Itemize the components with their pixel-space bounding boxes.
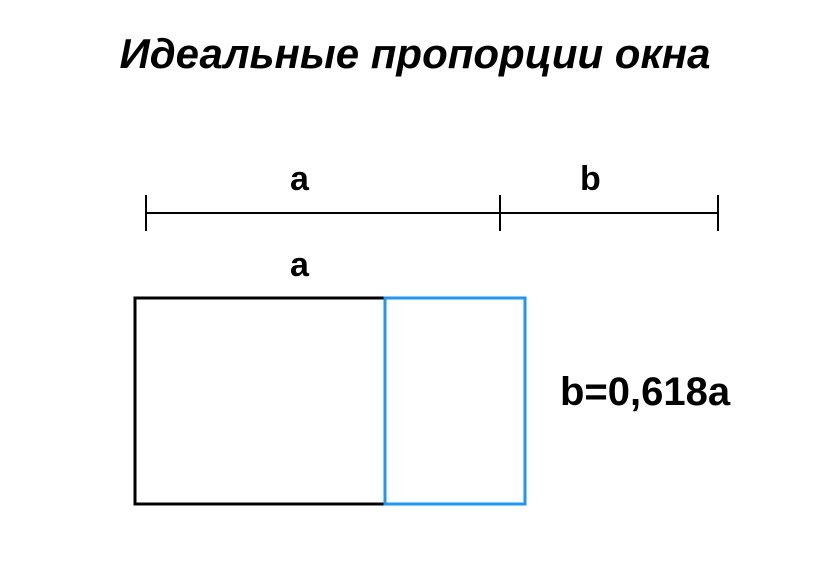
inner-rect: [385, 298, 525, 504]
diagram-canvas: { "type": "infographic", "title": { "tex…: [0, 0, 830, 566]
outer-rect: [135, 298, 525, 504]
diagram-svg: [0, 0, 830, 566]
